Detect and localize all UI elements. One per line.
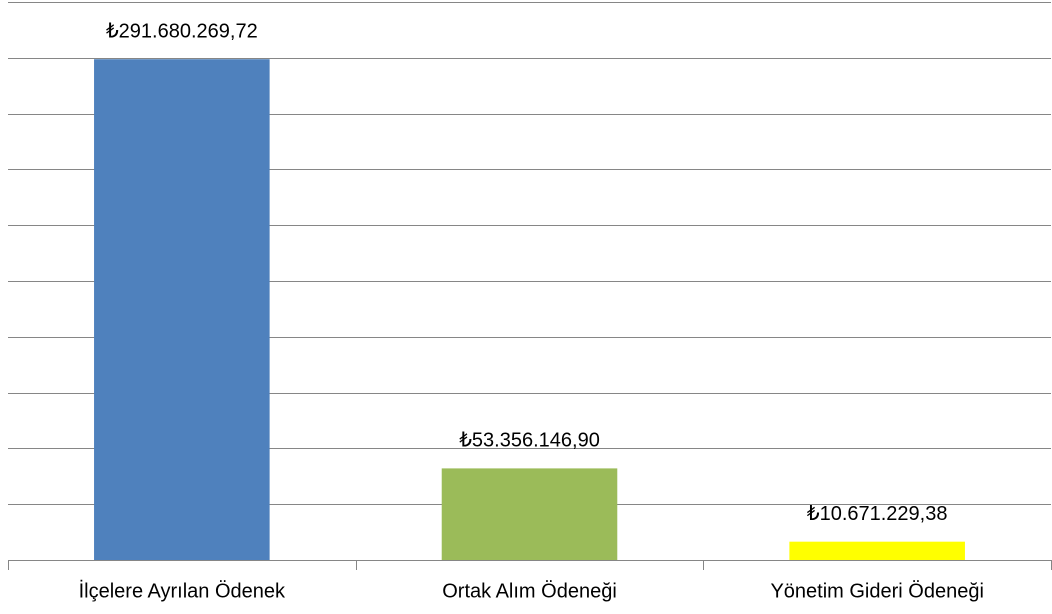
bar — [94, 59, 270, 561]
data-label: ₺10.671.229,38 — [807, 503, 948, 525]
data-label: ₺53.356.146,90 — [459, 430, 600, 452]
data-label: ₺291.680.269,72 — [106, 20, 258, 42]
x-tick-label: İlçelere Ayrılan Ödenek — [79, 579, 286, 602]
bar — [789, 541, 965, 560]
bar — [441, 468, 618, 560]
x-tick-label: Yönetim Gideri Ödeneği — [770, 580, 983, 602]
x-tick-label: Ortak Alım Ödeneği — [442, 580, 617, 602]
